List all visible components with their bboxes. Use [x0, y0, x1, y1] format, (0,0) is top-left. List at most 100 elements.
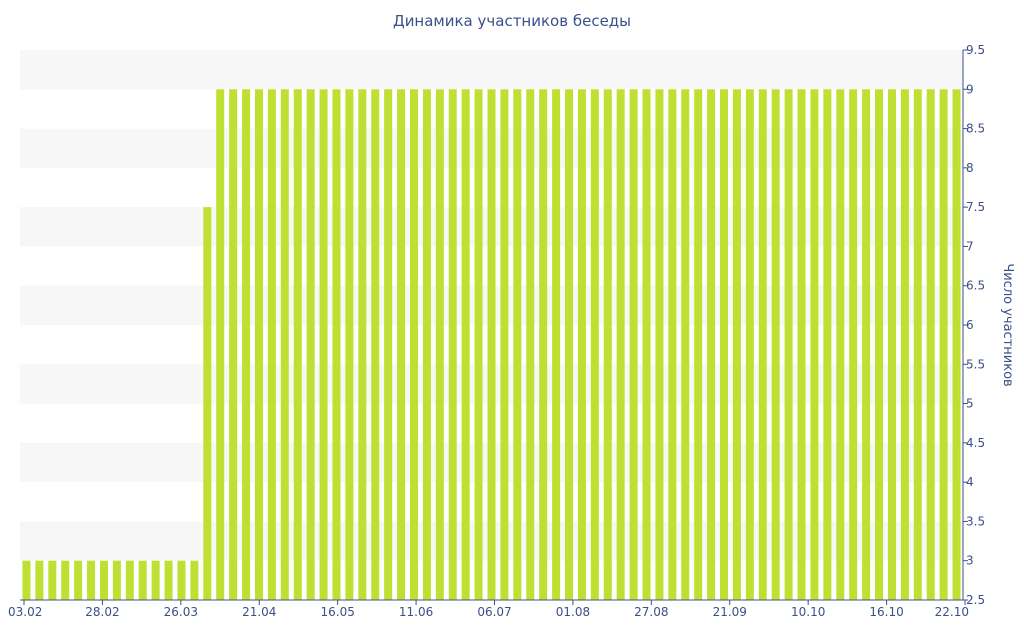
bar [616, 89, 625, 600]
bar [177, 560, 186, 600]
y-tick-label: 2.5 [966, 593, 985, 607]
bar [539, 89, 548, 600]
bar [254, 89, 263, 600]
bar [707, 89, 716, 600]
bar [487, 89, 496, 600]
y-tick-label: 7.5 [966, 200, 985, 214]
bar [151, 560, 160, 600]
bar [655, 89, 664, 600]
bar [771, 89, 780, 600]
bar [280, 89, 289, 600]
bar [939, 89, 948, 600]
bar [590, 89, 599, 600]
y-tick-label: 6.5 [966, 279, 985, 293]
bar [384, 89, 393, 600]
y-tick-label: 8.5 [966, 122, 985, 136]
bar [887, 89, 896, 600]
y-tick-label: 6 [966, 318, 974, 332]
bar [513, 89, 522, 600]
bar [720, 89, 729, 600]
bar [862, 89, 871, 600]
grid-band [20, 50, 963, 90]
y-tick-label: 9.5 [966, 43, 985, 57]
x-tick-label: 11.06 [399, 605, 433, 619]
bar [461, 89, 470, 600]
bar [371, 89, 380, 600]
bar [138, 560, 147, 600]
bar [745, 89, 754, 600]
chart-title: Динамика участников беседы [392, 12, 632, 30]
bar [112, 560, 121, 600]
x-tick-label: 16.10 [869, 605, 903, 619]
x-tick-label: 06.07 [477, 605, 511, 619]
bar [913, 89, 922, 600]
bar [397, 89, 406, 600]
bar [952, 89, 961, 600]
bar [99, 560, 108, 600]
x-tick-label: 27.08 [634, 605, 668, 619]
x-tick-label: 26.03 [164, 605, 198, 619]
bar [797, 89, 806, 600]
bar [500, 89, 509, 600]
bar [823, 89, 832, 600]
bar [565, 89, 574, 600]
y-tick-label: 8 [966, 161, 974, 175]
bar [849, 89, 858, 600]
y-tick-label: 3.5 [966, 514, 985, 528]
bar [836, 89, 845, 600]
bar [242, 89, 251, 600]
y-tick-label: 9 [966, 82, 974, 96]
bar [926, 89, 935, 600]
bar [681, 89, 690, 600]
y-tick-label: 7 [966, 239, 974, 253]
bar [332, 89, 341, 600]
bar [784, 89, 793, 600]
bar [229, 89, 238, 600]
y-tick-label: 5 [966, 397, 974, 411]
bar [448, 89, 457, 600]
y-tick-label: 3 [966, 554, 974, 568]
bar [35, 560, 44, 600]
bar [900, 89, 909, 600]
bar [668, 89, 677, 600]
bar [552, 89, 561, 600]
bar [203, 207, 212, 600]
bar [875, 89, 884, 600]
bar [422, 89, 431, 600]
bar [435, 89, 444, 600]
bar [758, 89, 767, 600]
bar [164, 560, 173, 600]
bar [125, 560, 134, 600]
bar [474, 89, 483, 600]
bar [409, 89, 418, 600]
bar [358, 89, 367, 600]
bar [694, 89, 703, 600]
y-axis-title: Число участников [1000, 263, 1015, 386]
x-tick-label: 22.10 [935, 605, 969, 619]
bar [190, 560, 199, 600]
bar [306, 89, 315, 600]
bar [810, 89, 819, 600]
bar [216, 89, 225, 600]
x-tick-label: 10.10 [791, 605, 825, 619]
bar [293, 89, 302, 600]
bar [345, 89, 354, 600]
bar [603, 89, 612, 600]
x-tick-label: 16.05 [320, 605, 354, 619]
x-tick-label: 21.04 [242, 605, 276, 619]
y-tick-label: 5.5 [966, 357, 985, 371]
x-tick-label: 01.08 [556, 605, 590, 619]
bar [267, 89, 276, 600]
x-tick-label: 28.02 [85, 605, 119, 619]
x-tick-label: 21.09 [713, 605, 747, 619]
bar [629, 89, 638, 600]
y-tick-label: 4 [966, 475, 974, 489]
x-tick-label: 03.02 [8, 605, 42, 619]
bar [22, 560, 31, 600]
bar [61, 560, 70, 600]
bar [526, 89, 535, 600]
bar [74, 560, 83, 600]
bar [87, 560, 96, 600]
